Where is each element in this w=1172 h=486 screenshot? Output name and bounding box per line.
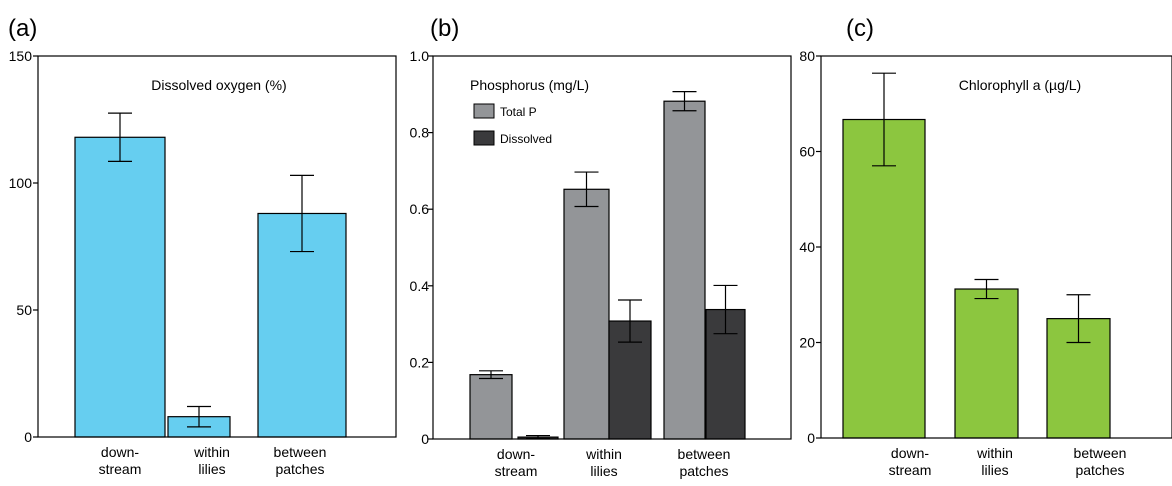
panel-label: (b)	[430, 15, 459, 42]
error-bar	[974, 278, 999, 300]
bar	[74, 136, 166, 438]
error-bar	[713, 284, 738, 335]
plot-frame	[37, 55, 397, 438]
error-bar	[290, 174, 314, 253]
legend-swatch	[473, 103, 495, 119]
y-tick-label: 0.2	[410, 354, 430, 370]
y-tick-label: 0.4	[410, 278, 430, 294]
bar	[563, 188, 610, 440]
plot-frame	[432, 55, 792, 440]
y-tick-label: 0	[807, 430, 815, 446]
y-tick-label: 40	[799, 239, 815, 255]
bar	[663, 100, 706, 440]
error-bar	[108, 112, 132, 163]
error-bar	[479, 370, 503, 380]
x-tick-label: down-	[891, 445, 929, 461]
error-bar	[574, 171, 599, 208]
panel-label: (a)	[8, 15, 37, 42]
error-bar	[187, 405, 211, 428]
y-tick-label: 1.0	[410, 48, 430, 64]
x-tick-label: down-	[101, 444, 139, 460]
chart-title: Phosphorus (mg/L)	[470, 77, 589, 93]
legend: Total P Dissolved	[473, 103, 552, 146]
x-tick-label: lilies	[590, 463, 617, 479]
x-tick-label: between	[1074, 445, 1127, 461]
chart-title: Chlorophyll a (µg/L)	[959, 77, 1081, 93]
x-tick-label: lilies	[981, 462, 1008, 478]
error-bar	[618, 299, 642, 343]
chart-title: Dissolved oxygen (%)	[151, 77, 286, 93]
bar	[469, 374, 513, 440]
x-tick-label: patches	[275, 461, 324, 477]
x-tick-label: stream	[889, 462, 932, 478]
x-tick-label: lilies	[198, 461, 225, 477]
y-tick-label: 0.8	[410, 125, 430, 141]
y-tick-label: 150	[9, 48, 33, 64]
y-tick-label: 80	[799, 48, 815, 64]
error-bar	[872, 72, 896, 167]
x-tick-label: stream	[99, 461, 142, 477]
y-tick-label: 0	[421, 431, 429, 447]
error-bar	[672, 91, 697, 112]
panel-label: (c)	[846, 15, 874, 42]
y-tick-label: 100	[9, 175, 33, 191]
bar	[842, 118, 926, 439]
y-tick-label: 20	[799, 335, 815, 351]
x-tick-label: within	[193, 444, 230, 460]
x-tick-label: down-	[497, 446, 535, 462]
bar	[954, 288, 1019, 439]
chart-panel-b: (b) 0 0.2 0.4 0.6 0.8 1.0 down-stream withinlili…	[410, 15, 792, 479]
x-tick-label: patches	[679, 463, 728, 479]
y-tick-label: 0.6	[410, 201, 430, 217]
x-tick-label: within	[976, 445, 1013, 461]
x-tick-label: between	[274, 444, 327, 460]
legend-label: Dissolved	[500, 132, 552, 146]
y-tick-label: 60	[799, 144, 815, 160]
legend-swatch	[473, 130, 495, 146]
x-tick-label: within	[585, 446, 622, 462]
legend-label: Total P	[500, 105, 537, 119]
x-tick-label: between	[678, 446, 731, 462]
error-bar	[1066, 294, 1091, 344]
y-tick-label: 0	[24, 429, 32, 445]
x-tick-label: stream	[495, 463, 538, 479]
x-tick-label: patches	[1075, 462, 1124, 478]
y-tick-label: 50	[16, 302, 32, 318]
